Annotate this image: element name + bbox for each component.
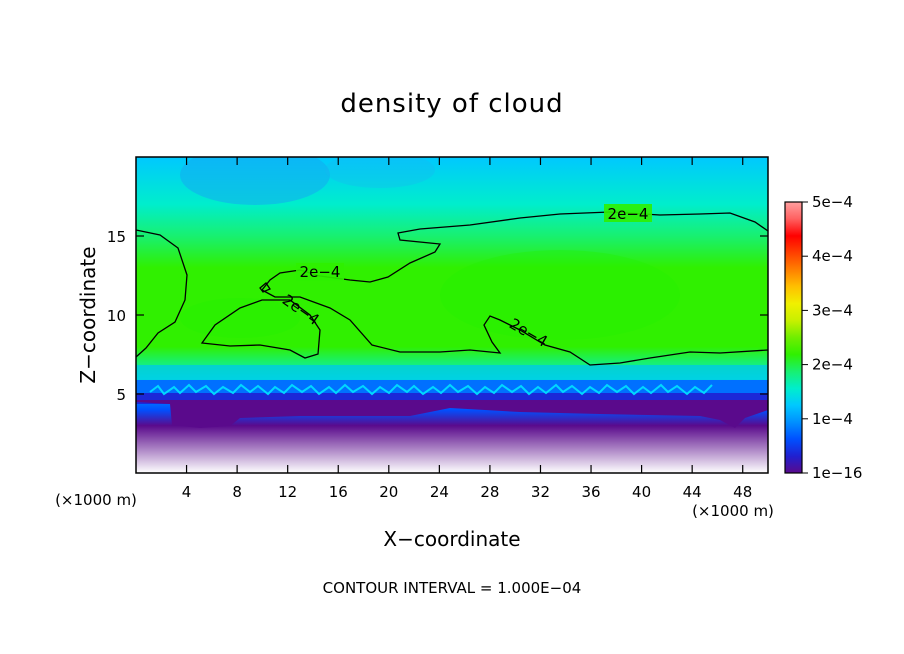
low-density-patch: [325, 157, 435, 188]
density-field: [136, 157, 768, 473]
x-tick-label: 44: [683, 483, 702, 501]
y-tick-label: 10: [107, 307, 126, 325]
contour-line: [200, 299, 321, 359]
x-axis-ticks: 4 8 12 16 20 24 28 32 36 40 44 48: [182, 157, 752, 501]
x-tick-label: 32: [531, 483, 550, 501]
colorbar: 5e−4 4e−4 3e−4 2e−4 1e−4 1e−16: [784, 193, 862, 482]
contour-interval-note: CONTOUR INTERVAL = 1.000E−04: [323, 579, 582, 597]
contour-line: [136, 229, 188, 358]
x-tick-label: 40: [632, 483, 651, 501]
low-density-patch: [180, 157, 330, 205]
x-tick-label: 24: [430, 483, 449, 501]
y-tick-label: 15: [107, 228, 126, 246]
cloud-base-noise: [149, 383, 713, 396]
x-tick-label: 12: [278, 483, 297, 501]
cloud-base-band: [136, 365, 768, 383]
contour-label: 2e−4: [300, 263, 341, 281]
x-tick-label: 8: [232, 483, 242, 501]
x-tick-label: 36: [581, 483, 600, 501]
x-tick-label: 4: [182, 483, 192, 501]
colorbar-tick-label: 3e−4: [812, 301, 853, 319]
y-axis-label: Z−coordinate: [76, 246, 100, 383]
colorbar-frame: [784, 201, 803, 474]
contour-lines: [136, 211, 768, 366]
x-tick-label: 20: [379, 483, 398, 501]
cloud-base-band: [136, 393, 768, 404]
colorbar-gradient: [785, 202, 802, 473]
chart-title: density of cloud: [340, 89, 563, 119]
colorbar-tick-label: 5e−4: [812, 193, 853, 211]
colorbar-tick-label: 1e−4: [812, 410, 853, 428]
colorbar-tick-label: 2e−4: [812, 356, 853, 374]
x-tick-label: 16: [329, 483, 348, 501]
colorbar-tick-label: 1e−16: [812, 464, 862, 482]
contour-label: 2e−4: [608, 205, 649, 223]
plot-area: 2e−4 2e−4 2e−4 2e−4: [136, 157, 768, 473]
x-unit-left: (×1000 m): [55, 491, 137, 509]
high-density-patch: [180, 298, 300, 338]
x-axis-label: X−coordinate: [383, 527, 520, 551]
x-tick-label: 28: [480, 483, 499, 501]
x-tick-label: 48: [733, 483, 752, 501]
contour-line: [259, 282, 271, 293]
y-tick-label: 5: [116, 386, 126, 404]
colorbar-tick-label: 4e−4: [812, 247, 853, 265]
y-axis-ticks: 5 10 15: [107, 228, 768, 404]
high-density-patch: [440, 250, 680, 340]
cloud-base-edge: [136, 400, 768, 428]
colorbar-ticks: 5e−4 4e−4 3e−4 2e−4 1e−4 1e−16: [802, 193, 862, 482]
x-unit-right: (×1000 m): [692, 502, 774, 520]
